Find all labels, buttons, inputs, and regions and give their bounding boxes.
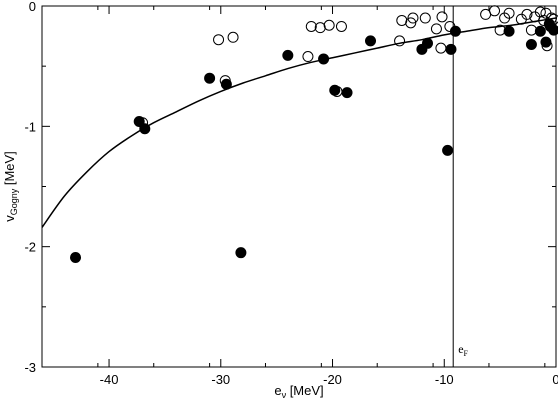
- data-point-filled: [318, 53, 330, 65]
- data-point-open: [546, 12, 558, 24]
- data-point-filled: [548, 24, 558, 36]
- data-point-open: [394, 35, 406, 47]
- data-point-open: [444, 20, 456, 32]
- data-point-open: [137, 117, 149, 129]
- axis-ticks: -40 -30 -20 -10 0-3-2-10: [24, 0, 558, 387]
- data-point-open: [407, 12, 419, 24]
- y-tick-label: 0: [29, 0, 36, 14]
- data-point-open: [405, 17, 417, 29]
- x-axis-label-sub: ν: [282, 390, 287, 400]
- data-point-open: [335, 20, 347, 32]
- fermi-level-label: eF: [458, 342, 468, 358]
- data-point-open: [525, 24, 537, 36]
- data-point-filled: [139, 123, 151, 135]
- data-point-filled: [282, 49, 294, 61]
- y-tick-label: -1: [24, 119, 36, 134]
- data-point-open: [430, 23, 442, 35]
- data-point-filled: [70, 252, 82, 263]
- data-point-open: [521, 8, 533, 20]
- data-point-filled: [204, 72, 216, 84]
- data-point-open: [541, 40, 553, 52]
- x-axis-label-rest: [MeV]: [286, 383, 324, 398]
- x-tick-label: -40: [100, 372, 119, 387]
- x-tick-label: 0: [552, 372, 558, 387]
- data-point-filled: [445, 43, 457, 55]
- x-axis-label: eν [MeV]: [274, 383, 323, 400]
- y-axis-label: vGogny [MeV]: [2, 151, 19, 222]
- data-point-open: [227, 31, 239, 43]
- data-point-filled: [503, 25, 515, 37]
- data-point-open: [213, 34, 225, 46]
- data-point-filled: [525, 39, 537, 51]
- y-tick-label: -2: [24, 240, 36, 255]
- data-point-open: [396, 14, 408, 26]
- data-point-open: [489, 5, 501, 17]
- data-point-open: [219, 75, 231, 87]
- x-tick-label: -10: [435, 372, 454, 387]
- data-point-filled: [422, 37, 433, 49]
- data-point-open: [419, 12, 431, 24]
- fermi-level-label-sub: F: [464, 349, 469, 358]
- data-point-open: [314, 22, 326, 34]
- data-point-open: [503, 7, 515, 19]
- data-point-open: [302, 51, 314, 63]
- x-tick-label: -30: [211, 372, 230, 387]
- y-axis-label-sub: Gogny: [9, 188, 19, 215]
- data-point-open: [305, 20, 317, 32]
- data-point-open: [331, 85, 343, 97]
- x-tick-label: -20: [323, 372, 342, 387]
- data-point-open: [436, 11, 448, 23]
- plot-marks: [42, 5, 558, 367]
- data-point-filled: [235, 247, 247, 259]
- data-point-open: [494, 24, 506, 36]
- data-point-open: [323, 19, 335, 31]
- y-tick-label: -3: [24, 360, 36, 375]
- plot-frame: [41, 5, 557, 368]
- y-axis-label-main: v: [2, 215, 17, 222]
- x-axis-label-main: e: [274, 383, 281, 398]
- fermi-level-label-main: e: [458, 342, 463, 356]
- data-point-filled: [534, 25, 546, 37]
- fit-curve: [42, 17, 556, 228]
- y-axis-label-rest: [MeV]: [2, 151, 17, 189]
- data-point-open: [548, 13, 558, 25]
- data-point-open: [435, 42, 447, 54]
- data-point-filled: [442, 144, 454, 156]
- data-point-filled: [341, 87, 353, 99]
- data-point-filled: [365, 35, 377, 47]
